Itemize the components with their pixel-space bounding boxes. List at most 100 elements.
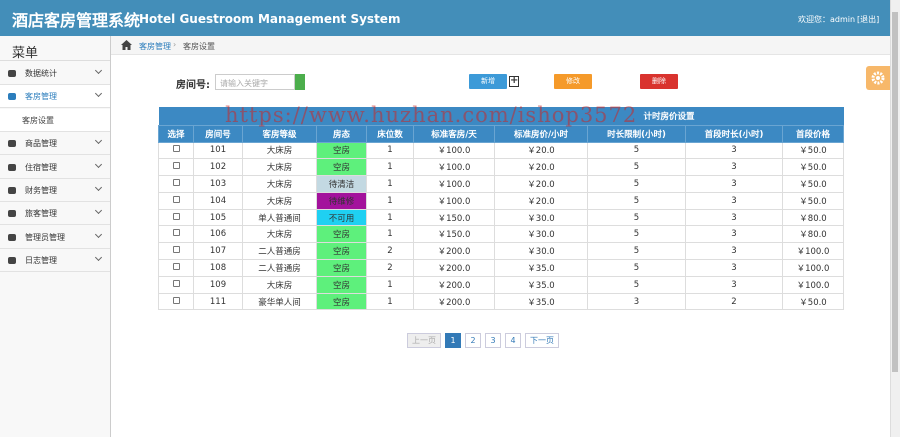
select-cell xyxy=(158,292,194,311)
table-row: 109 大床房 空房 1 ￥200.0 ￥35.0 5 3 ￥100.0 xyxy=(158,275,845,294)
table-cell: 1 xyxy=(366,158,414,177)
row-checkbox[interactable] xyxy=(172,246,180,254)
menu-arrow xyxy=(94,90,103,98)
logout-link[interactable]: [退出] xyxy=(857,15,880,24)
table-cell: ￥100.0 xyxy=(413,158,495,177)
menu-arrow xyxy=(94,230,103,238)
row-checkbox[interactable] xyxy=(172,262,180,270)
table-cell: 3 xyxy=(685,242,783,261)
menu-label: 数据统计 xyxy=(25,69,57,78)
table-cell: 101 xyxy=(193,141,243,160)
table-cell: 106 xyxy=(193,225,243,244)
table-cell: 3 xyxy=(685,175,783,193)
menu-icon xyxy=(8,93,16,101)
breadcrumb-link[interactable]: 客房管理 xyxy=(139,42,171,51)
table-cell: 102 xyxy=(193,158,243,177)
table-cell: 5 xyxy=(587,191,686,210)
table-cell: ￥100.0 xyxy=(781,275,845,294)
table-cell: 二人普通房 xyxy=(242,242,317,261)
table-cell: 5 xyxy=(587,141,686,160)
row-checkbox[interactable] xyxy=(172,212,180,220)
table-cell: 大床房 xyxy=(242,141,317,160)
table-cell: 大床房 xyxy=(242,275,317,294)
rooms-table: 计时房价设置 选择 房间号 客房等级 房态 床位数 标准客房/天 标准房价/小时 时长限制(小时… xyxy=(158,107,845,311)
table-cell: ￥100.0 xyxy=(781,242,845,261)
table-cell: ￥100.0 xyxy=(413,191,495,210)
table-cell: 1 xyxy=(366,141,414,160)
table-cell: 1 xyxy=(366,175,414,193)
menu-label: 财务管理 xyxy=(25,186,57,195)
status-cell: 待清洁 xyxy=(316,175,367,193)
row-checkbox[interactable] xyxy=(172,296,180,304)
menu-icon xyxy=(8,187,16,194)
menu-label: 商品管理 xyxy=(25,139,57,149)
prev-page[interactable]: 上一页 xyxy=(407,333,441,348)
table-cell: 111 xyxy=(193,292,243,311)
breadcrumb: 客房管理 › 客房设置 xyxy=(111,36,890,55)
table-cell: 109 xyxy=(193,275,243,294)
table-cell: 3 xyxy=(685,225,783,244)
table-cell: ￥100.0 xyxy=(413,175,495,193)
menu-arrow xyxy=(94,66,103,75)
header-spacer xyxy=(158,107,495,125)
page-number[interactable]: 1 xyxy=(445,333,461,348)
next-page[interactable]: 下一页 xyxy=(525,333,559,348)
table-cell: 1 xyxy=(366,225,414,244)
menu-item[interactable]: 旅客管理 xyxy=(0,202,110,226)
table-cell: 二人普通房 xyxy=(242,259,317,277)
menu-arrow xyxy=(94,207,103,215)
button-label: 新增 xyxy=(481,77,495,85)
table-cell: ￥50.0 xyxy=(781,292,845,311)
group-header: 计时房价设置 xyxy=(494,107,844,125)
delete-button[interactable]: 删除 xyxy=(640,74,678,89)
table-cell: 1 xyxy=(366,208,414,227)
table-cell: ￥50.0 xyxy=(781,175,845,193)
breadcrumb-current: 客房设置 xyxy=(183,42,215,51)
page-number[interactable]: 3 xyxy=(485,333,501,348)
table-row: 106 大床房 空房 1 ￥150.0 ￥30.0 5 3 ￥80.0 xyxy=(158,225,845,244)
column-header: 时长限制(小时) xyxy=(587,124,686,143)
menu-item[interactable]: 财务管理 xyxy=(0,179,110,202)
table-cell: ￥20.0 xyxy=(494,158,588,177)
table-row: 101 大床房 空房 1 ￥100.0 ￥20.0 5 3 ￥50.0 xyxy=(158,141,845,160)
row-checkbox[interactable] xyxy=(172,162,180,170)
welcome-text: 欢迎您：admin xyxy=(798,15,856,24)
status-cell: 空房 xyxy=(316,292,367,311)
column-header: 标准客房/天 xyxy=(413,124,495,143)
settings-button[interactable] xyxy=(866,66,890,90)
table-cell: ￥150.0 xyxy=(413,225,495,244)
table-cell: 2 xyxy=(685,292,783,311)
row-checkbox[interactable] xyxy=(172,178,180,186)
search-button[interactable] xyxy=(295,74,305,90)
menu-label: 日志管理 xyxy=(25,256,57,266)
table-cell: 2 xyxy=(366,242,414,261)
table-cell: ￥50.0 xyxy=(781,141,845,160)
select-cell xyxy=(158,208,194,227)
page-number[interactable]: 4 xyxy=(505,333,521,348)
table-cell: ￥80.0 xyxy=(781,208,845,227)
row-checkbox[interactable] xyxy=(172,195,180,203)
row-checkbox[interactable] xyxy=(172,229,180,237)
search-input[interactable]: 请输入关键字 xyxy=(215,74,295,90)
row-checkbox[interactable] xyxy=(172,145,180,153)
add-small-button[interactable]: + xyxy=(509,75,519,87)
status-cell: 待维修 xyxy=(316,191,367,210)
table-cell: 1 xyxy=(366,191,414,210)
menu-item[interactable]: 客房管理 xyxy=(0,85,110,109)
column-header: 房态 xyxy=(316,124,367,143)
edit-button[interactable]: 修改 xyxy=(554,74,592,89)
row-checkbox[interactable] xyxy=(172,279,180,287)
menu-item[interactable]: 商品管理 xyxy=(0,132,110,156)
menu-item[interactable]: 管理员管理 xyxy=(0,226,110,249)
page-number[interactable]: 2 xyxy=(465,333,481,348)
column-header: 客房等级 xyxy=(242,124,317,143)
add-button[interactable]: 新增 xyxy=(469,74,507,89)
table-cell: 3 xyxy=(685,158,783,177)
submenu-item[interactable]: 客房设置 xyxy=(0,108,110,132)
menu-item[interactable]: 日志管理 xyxy=(0,249,110,273)
menu-icon xyxy=(8,163,16,171)
table-cell: ￥30.0 xyxy=(494,242,588,261)
menu-item[interactable]: 数据统计 xyxy=(0,62,110,85)
menu-item[interactable]: 住宿管理 xyxy=(0,156,110,179)
